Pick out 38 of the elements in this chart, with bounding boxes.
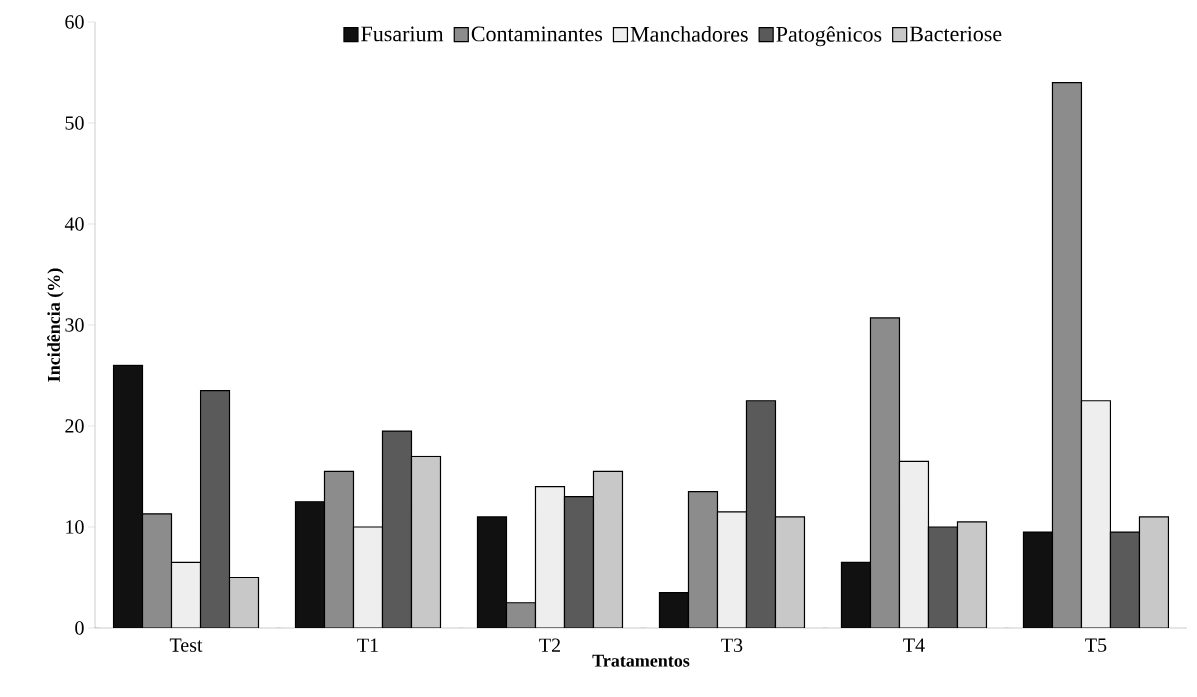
legend-label: Manchadores: [630, 26, 748, 42]
y-tick-label: 20: [65, 419, 84, 433]
y-tick-label: 60: [65, 15, 84, 29]
y-tick-label: 0: [75, 621, 84, 635]
bar: [381, 430, 413, 628]
y-tick-label: 30: [65, 318, 84, 332]
bar: [563, 496, 595, 628]
bar: [1080, 400, 1112, 628]
bar: [352, 526, 384, 628]
bar: [170, 561, 202, 628]
bar: [1022, 531, 1054, 628]
y-tick-label: 40: [64, 217, 84, 231]
x-tick-label: T4: [903, 638, 925, 652]
x-tick-label: T1: [357, 638, 378, 652]
bar: [745, 400, 777, 628]
bar: [476, 516, 508, 628]
bar: [927, 526, 959, 628]
legend-label: Fusarium: [361, 26, 444, 42]
x-axis-title: Tratamentos: [592, 654, 690, 667]
bar: [294, 501, 326, 628]
bar: [898, 460, 930, 628]
bar: [840, 561, 872, 628]
x-tick-label: T2: [539, 638, 560, 652]
y-tick-label: 50: [65, 116, 84, 130]
bar: [112, 364, 144, 628]
bar: [716, 511, 748, 628]
legend-label: Bacteriose: [909, 26, 1002, 42]
y-axis-title: Incidência (%): [47, 268, 64, 382]
x-tick-label: T3: [721, 638, 743, 652]
y-tick-label: 10: [66, 520, 84, 534]
bar: [1109, 531, 1141, 628]
legend-label: Contaminantes: [471, 26, 603, 42]
bar: [658, 592, 690, 628]
legend-label: Patogênicos: [776, 26, 882, 47]
x-tick-label: T5: [1085, 638, 1107, 652]
bar: [534, 486, 566, 628]
bar: [199, 390, 231, 628]
x-tick-label: Test: [169, 638, 203, 652]
